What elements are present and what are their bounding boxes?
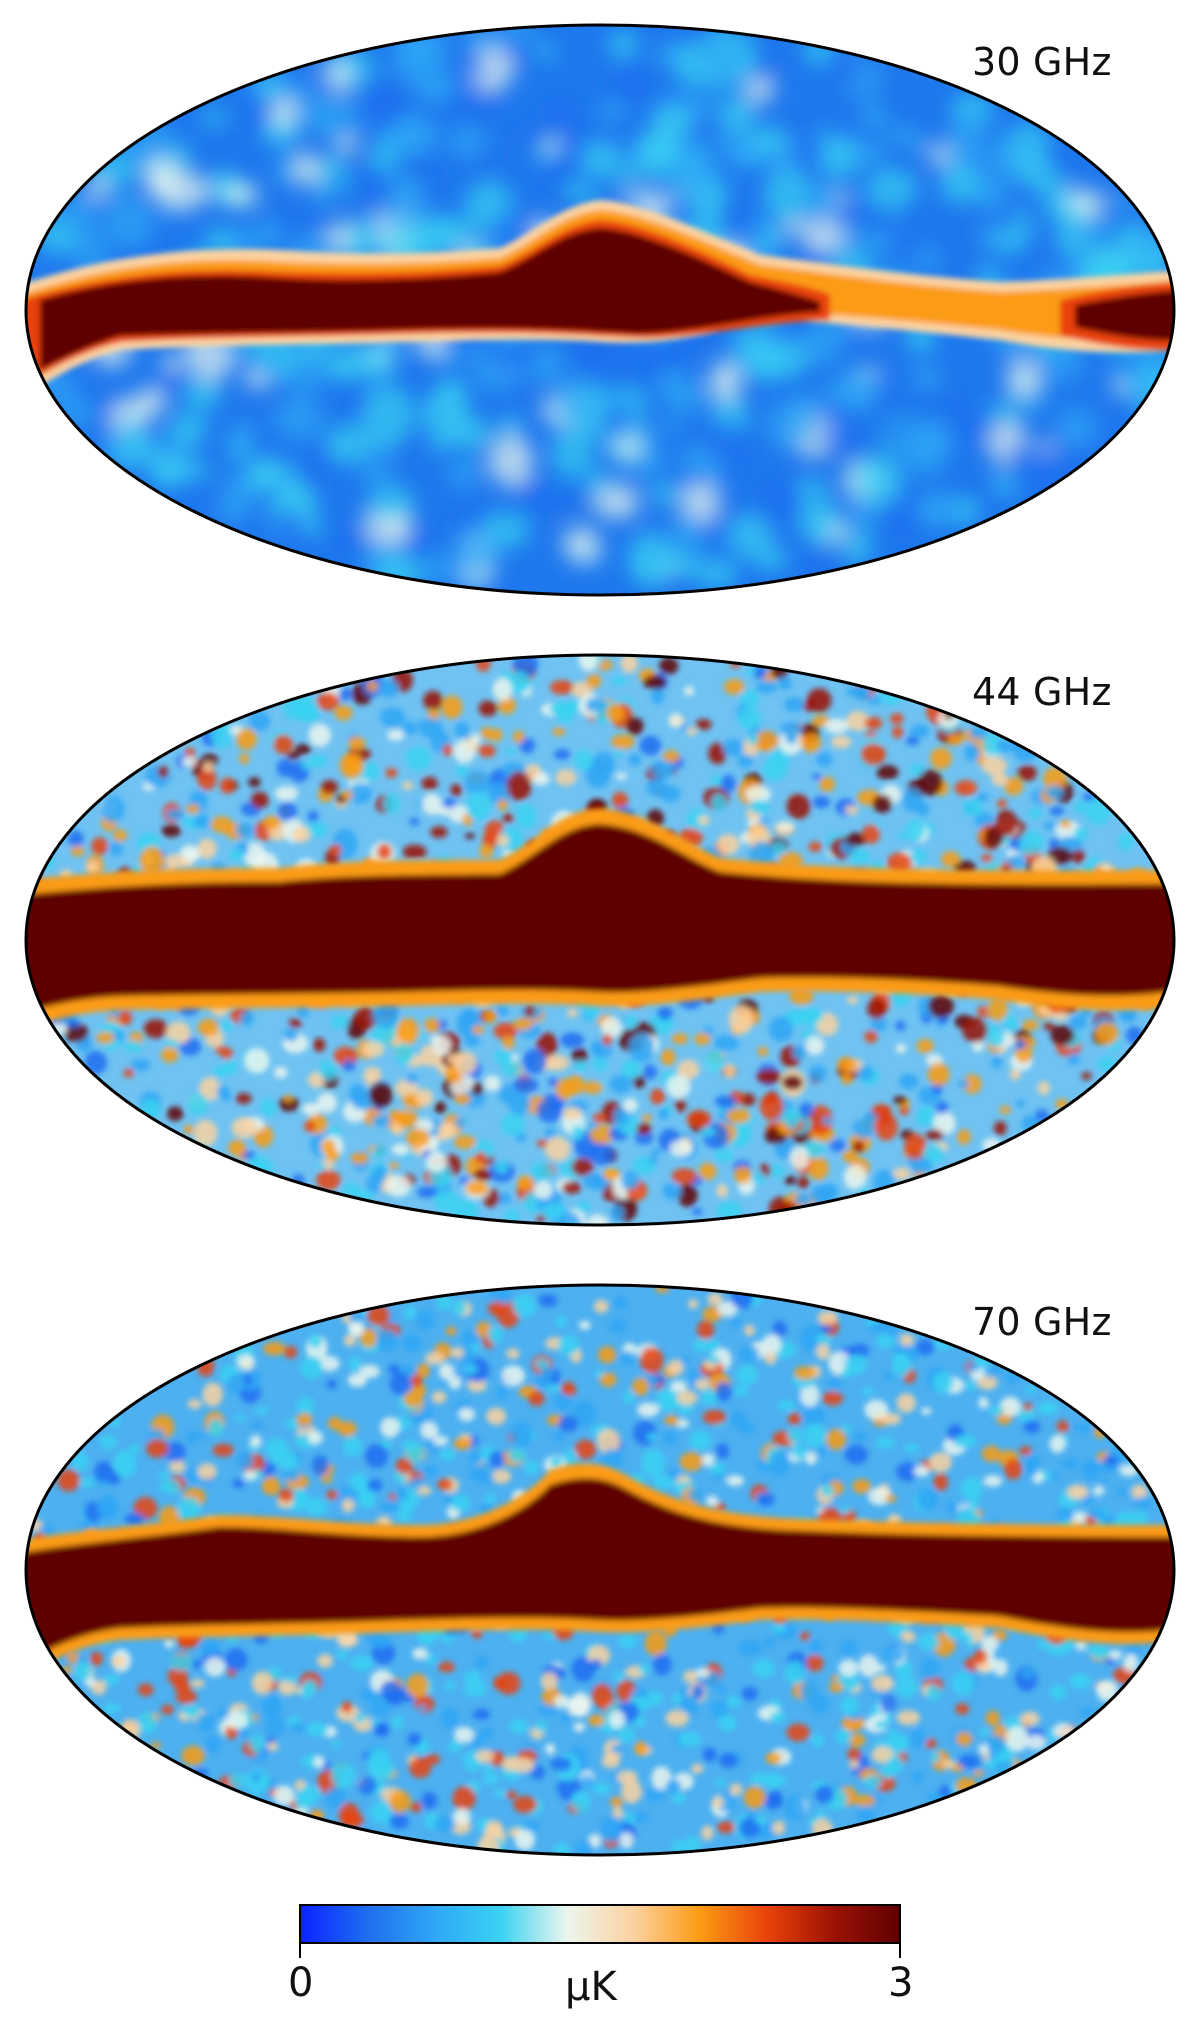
map-44ghz (24, 653, 1176, 1227)
map-label-70ghz: 70 GHz (972, 1300, 1112, 1344)
colorbar (299, 1904, 901, 1958)
galactic-plane-44 (26, 808, 1174, 1030)
map-30ghz (24, 23, 1176, 597)
map-label-44ghz: 44 GHz (972, 670, 1112, 714)
galactic-plane-70 (26, 1463, 1174, 1680)
colorbar-unit-label: μK (565, 1964, 617, 2010)
map-70ghz (24, 1283, 1176, 1857)
colorbar-gradient (299, 1904, 901, 1944)
galactic-plane-30 (26, 200, 1174, 400)
colorbar-max-label: 3 (888, 1960, 914, 2006)
map-label-30ghz: 30 GHz (972, 40, 1112, 84)
colorbar-min-label: 0 (288, 1960, 314, 2006)
